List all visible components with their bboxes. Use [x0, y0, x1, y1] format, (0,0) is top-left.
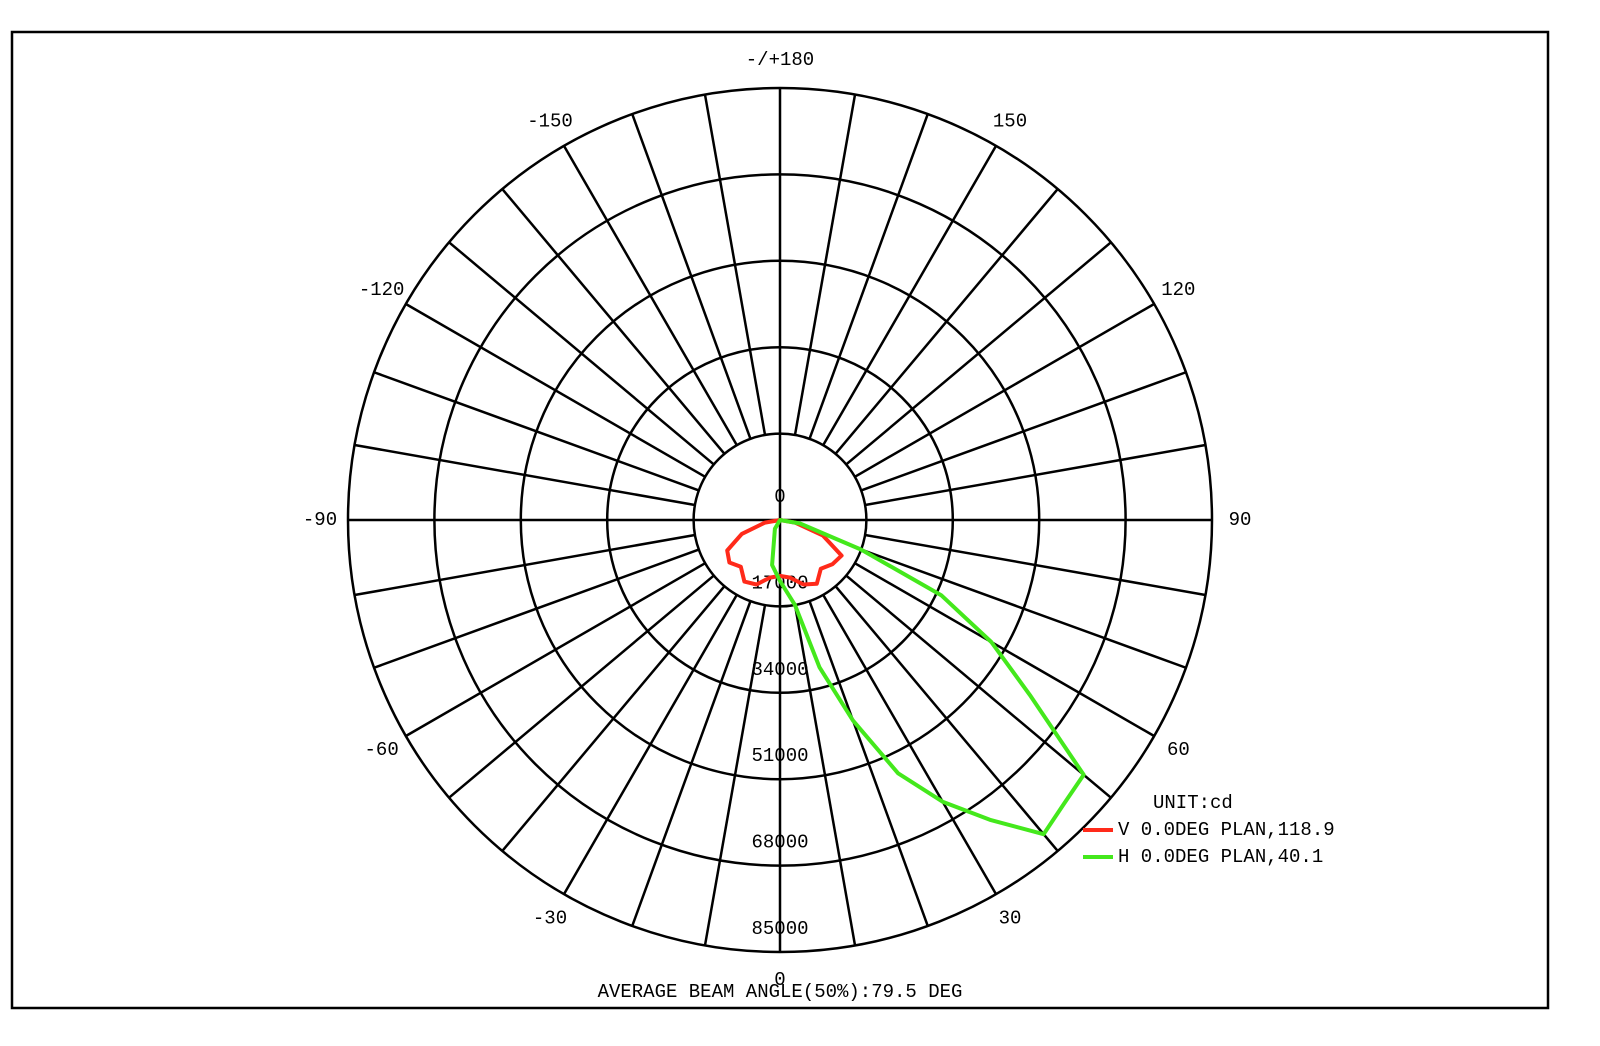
minor-spoke: [373, 548, 700, 669]
series-curve: [725, 518, 844, 587]
minor-spoke: [845, 574, 1112, 799]
minor-spoke: [860, 371, 1187, 492]
minor-spoke: [860, 548, 1187, 669]
angle-label: 0: [774, 969, 785, 991]
minor-spoke: [501, 188, 726, 455]
legend-label: H 0.0DEG PLAN,40.1: [1118, 846, 1323, 868]
minor-spoke: [703, 604, 767, 946]
angle-label: -30: [533, 907, 567, 929]
minor-spoke: [631, 113, 752, 440]
frame: [10, 30, 1550, 1010]
minor-spoke: [834, 585, 1059, 852]
spoke: [854, 562, 1155, 738]
angle-label: 60: [1167, 739, 1190, 761]
angle-label: -150: [527, 111, 573, 133]
radial-label: 85000: [751, 918, 808, 940]
spoke: [405, 302, 706, 478]
angle-label: 30: [999, 907, 1022, 929]
spoke: [822, 145, 998, 446]
spoke: [562, 145, 738, 446]
minor-spoke: [793, 604, 857, 946]
minor-spoke: [703, 94, 767, 436]
angle-label: -90: [303, 509, 337, 531]
footer: AVERAGE BEAM ANGLE(50%):79.5 DEG: [598, 981, 963, 1003]
minor-spoke: [808, 113, 929, 440]
radial-label: 0: [774, 486, 785, 508]
minor-spoke: [845, 241, 1112, 466]
spoke: [562, 594, 738, 895]
angle-label: -120: [359, 279, 405, 301]
angle-label: -60: [365, 739, 399, 761]
angle-label: 150: [993, 111, 1027, 133]
radial-label: 34000: [751, 659, 808, 681]
minor-spoke: [631, 600, 752, 927]
unit-label: UNIT:cd: [1153, 792, 1233, 814]
minor-spoke: [448, 241, 715, 466]
angle-label: 90: [1229, 509, 1252, 531]
minor-spoke: [864, 533, 1206, 597]
minor-spoke: [864, 443, 1206, 507]
spoke: [405, 562, 706, 738]
minor-spoke: [808, 600, 929, 927]
minor-spoke: [501, 585, 726, 852]
minor-spoke: [793, 94, 857, 436]
spoke: [822, 594, 998, 895]
minor-spoke: [834, 188, 1059, 455]
angle-label: -/+180: [746, 49, 814, 71]
spoke: [854, 302, 1155, 478]
minor-spoke: [354, 443, 696, 507]
radial-label: 51000: [751, 745, 808, 767]
radial-label: 68000: [751, 832, 808, 854]
minor-spoke: [354, 533, 696, 597]
angle-label: 120: [1161, 279, 1195, 301]
minor-spoke: [448, 574, 715, 799]
series-curve: [770, 518, 1086, 837]
legend-label: V 0.0DEG PLAN,118.9: [1118, 819, 1335, 841]
minor-spoke: [373, 371, 700, 492]
